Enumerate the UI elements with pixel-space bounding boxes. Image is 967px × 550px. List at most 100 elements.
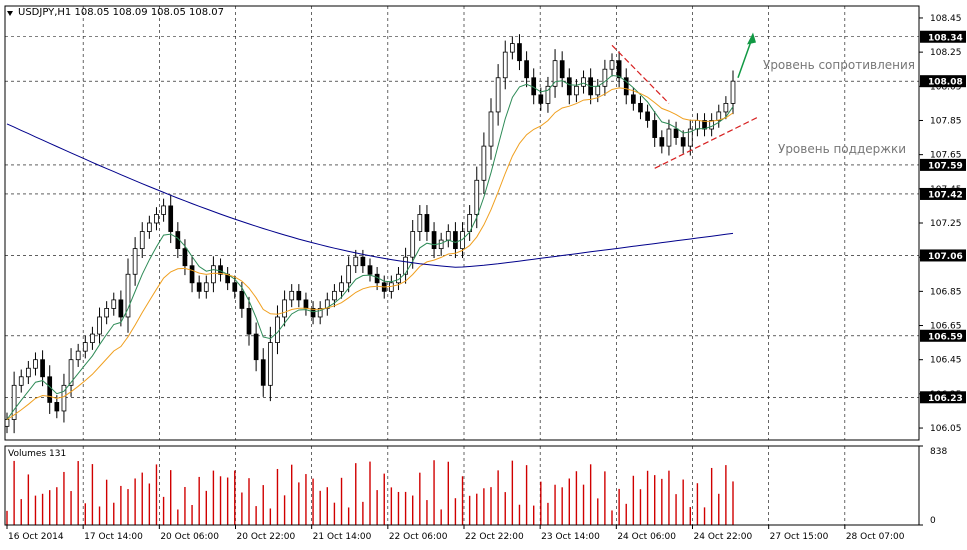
support-label: Уровень поддержки [778,142,906,156]
y-tick-label: 107.65 [930,151,962,161]
candle-body [346,265,352,284]
candle-body [630,94,636,104]
candle-body [125,273,131,318]
x-tick-label: 21 Oct 14:00 [313,532,372,542]
candle-body [602,68,608,87]
price-level-label: 106.59 [928,332,963,342]
candle-body [481,145,487,181]
candle-body [182,248,188,267]
candle-body [659,137,665,147]
chart-title: USDJPY,H1 108.05 108.09 108.05 108.07 [18,7,224,18]
candle-body [431,231,437,250]
candle-body [33,359,38,369]
x-tick-label: 27 Oct 15:00 [770,532,829,542]
y-tick-label: 106.05 [930,424,962,434]
candle-body [97,316,102,335]
candle-body [574,85,579,96]
price-level-badge [920,249,966,262]
candle-body [146,222,152,232]
y-tick-label: 106.85 [930,287,962,297]
candle-body [275,316,280,344]
candle-body [566,77,572,96]
candle-body [595,85,601,96]
price-level-label: 107.42 [928,190,963,200]
candle-body [417,214,423,232]
price-level-label: 106.23 [928,394,963,404]
y-tick-label: 107.85 [930,116,962,126]
candle-body [581,77,586,87]
candle-body [645,111,650,121]
candle-body [246,308,252,335]
candle-body [54,402,60,412]
candle-body [652,120,658,138]
candle-body [104,308,110,318]
y-tick-label: 106.65 [930,322,962,332]
candle-body [289,290,295,301]
candle-body [168,205,174,232]
candle-body [353,256,359,267]
x-tick-label: 24 Oct 22:00 [694,532,753,542]
volume-title: Volumes 131 [8,449,66,459]
volume-plot-frame [4,445,920,526]
candle-body [517,43,522,62]
support-trendline [654,116,759,169]
candle-body [495,77,501,113]
price-level-label: 108.08 [928,78,963,88]
candle-body [218,265,223,275]
candle-body [388,282,394,292]
y-tick-label: 108.45 [930,14,962,24]
x-tick-label: 28 Oct 07:00 [846,532,905,542]
x-tick-label: 22 Oct 06:00 [389,532,448,542]
candle-body [47,376,53,403]
price-level-badge [920,329,966,342]
candle-body [203,282,209,292]
price-level-badge [920,75,966,88]
x-tick-label: 24 Oct 06:00 [617,532,676,542]
candle-body [310,308,316,318]
candle-body [189,265,195,284]
candle-body [638,102,643,113]
candle-body [111,299,117,309]
x-tick-label: 17 Oct 14:00 [84,532,143,542]
candle-body [90,333,95,344]
candle-body [424,214,430,232]
candle-body [18,376,24,386]
candle-body [239,290,245,309]
price-level-label: 107.59 [928,161,963,171]
candle-body [296,290,302,301]
candle-body [118,299,124,318]
resistance-trendline [611,44,670,104]
candle-body [132,248,138,275]
candle-body [75,350,81,361]
candle-body [695,120,700,130]
candle-body [367,265,373,275]
candle-body [211,265,216,284]
volume-y-tick-label: 838 [930,447,947,457]
candle-body [154,214,159,224]
candle-body [666,128,672,147]
breakout-arrow-icon [747,32,756,45]
price-level-label: 107.06 [928,252,963,262]
candle-body [339,282,344,292]
candle-body [680,137,686,147]
price-level-badge [920,391,966,404]
resistance-label: Уровень сопротивления [763,58,915,72]
candle-body [61,384,67,412]
ema-fast-line [6,74,734,420]
candle-body [488,111,494,147]
y-tick-label: 107.25 [930,219,962,229]
candle-body [687,128,693,147]
price-level-label: 108.34 [928,33,963,43]
candle-body [260,359,266,386]
x-tick-label: 23 Oct 14:00 [541,532,600,542]
candle-body [552,60,558,87]
candle-body [509,43,515,53]
breakout-arrow-shaft [737,38,753,79]
symbol-dropdown-icon[interactable] [7,11,13,16]
ema-slow-line [6,87,734,420]
long-ma-line [6,123,734,268]
candle-body [502,51,508,79]
volume-y-tick-label: 0 [930,516,936,526]
